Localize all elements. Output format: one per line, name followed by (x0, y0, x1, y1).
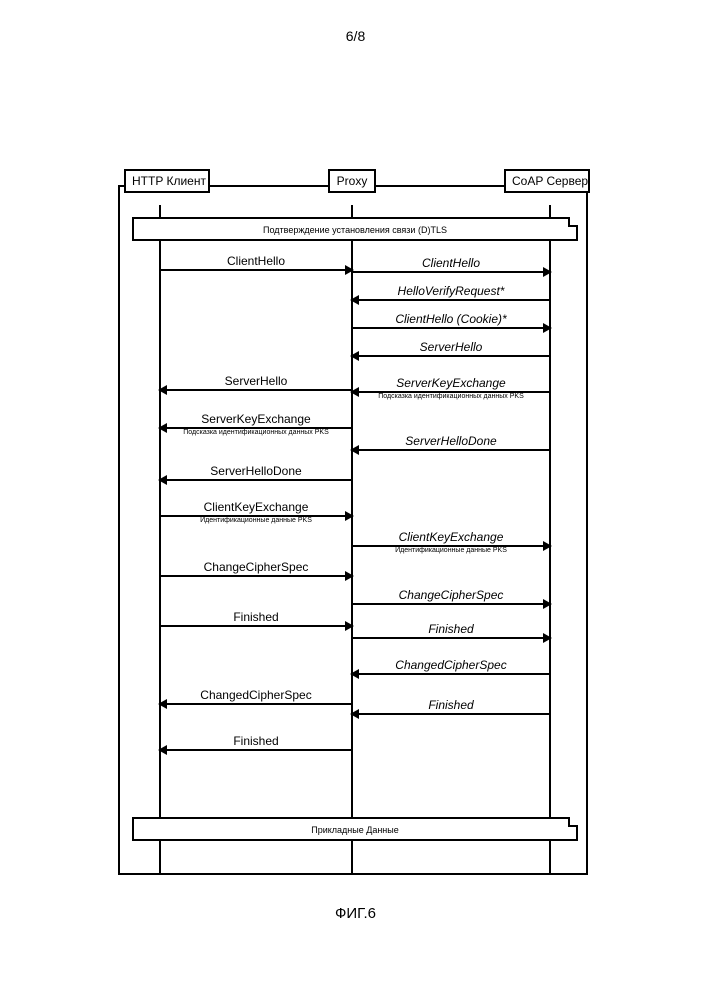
message-label: ServerHello (225, 374, 288, 388)
frame-label: Подтверждение установления связи (D)TLS (263, 225, 447, 235)
message-label: ServerKeyExchange (396, 376, 505, 390)
message-label: Finished (428, 622, 473, 636)
message-arrow: ChangedCipherSpec (160, 703, 352, 705)
participant-http_client: HTTP Клиент (124, 169, 210, 193)
message-arrow: Finished (160, 625, 352, 627)
message-arrow: Finished (352, 637, 550, 639)
message-sublabel: Подсказка идентификационных данных PKS (183, 429, 329, 436)
participant-proxy: Proxy (328, 169, 376, 193)
message-arrow: HelloVerifyRequest* (352, 299, 550, 301)
message-label: Finished (233, 734, 278, 748)
message-label: ServerHelloDone (210, 464, 301, 478)
message-label: ClientKeyExchange (204, 500, 309, 514)
page-number: 6/8 (346, 28, 365, 44)
frame-box: Подтверждение установления связи (D)TLS (132, 217, 578, 241)
message-sublabel: Подсказка идентификационных данных PKS (378, 393, 524, 400)
message-arrow: ServerKeyExchangeПодсказка идентификацио… (160, 427, 352, 429)
message-arrow: ClientHello (160, 269, 352, 271)
message-label: ServerKeyExchange (201, 412, 310, 426)
message-label: Finished (233, 610, 278, 624)
lifeline-http_client (159, 205, 161, 875)
message-arrow: Finished (352, 713, 550, 715)
message-sublabel: Идентификационные данные PKS (395, 547, 507, 554)
message-label: HelloVerifyRequest* (398, 284, 505, 298)
message-label: ServerHello (420, 340, 483, 354)
message-label: Finished (428, 698, 473, 712)
message-arrow: ChangeCipherSpec (160, 575, 352, 577)
message-arrow: ClientHello (Cookie)* (352, 327, 550, 329)
frame-label: Прикладные Данные (311, 825, 399, 835)
message-label: ServerHelloDone (405, 434, 496, 448)
message-arrow: ClientKeyExchangeИдентификационные данны… (160, 515, 352, 517)
message-arrow: Finished (160, 749, 352, 751)
message-label: ChangeCipherSpec (204, 560, 309, 574)
message-label: ChangeCipherSpec (399, 588, 504, 602)
message-arrow: ServerHelloDone (352, 449, 550, 451)
message-arrow: ChangedCipherSpec (352, 673, 550, 675)
lifeline-coap_server (549, 205, 551, 875)
sequence-diagram: HTTP КлиентProxyCoAP Сервер Подтверждени… (118, 185, 588, 875)
message-arrow: ServerKeyExchangeПодсказка идентификацио… (352, 391, 550, 393)
message-arrow: ChangeCipherSpec (352, 603, 550, 605)
message-arrow: ServerHello (352, 355, 550, 357)
message-arrow: ServerHello (160, 389, 352, 391)
message-label: ChangedCipherSpec (395, 658, 506, 672)
message-sublabel: Идентификационные данные PKS (200, 517, 312, 524)
participant-coap_server: CoAP Сервер (504, 169, 590, 193)
message-arrow: ServerHelloDone (160, 479, 352, 481)
lifeline-proxy (351, 205, 353, 875)
message-arrow: ClientHello (352, 271, 550, 273)
message-label: ClientHello (422, 256, 480, 270)
message-label: ClientHello (Cookie)* (395, 312, 506, 326)
message-arrow: ClientKeyExchangeИдентификационные данны… (352, 545, 550, 547)
figure-label: ФИГ.6 (335, 905, 376, 922)
message-label: ClientHello (227, 254, 285, 268)
message-label: ChangedCipherSpec (200, 688, 311, 702)
frame-box: Прикладные Данные (132, 817, 578, 841)
message-label: ClientKeyExchange (399, 530, 504, 544)
